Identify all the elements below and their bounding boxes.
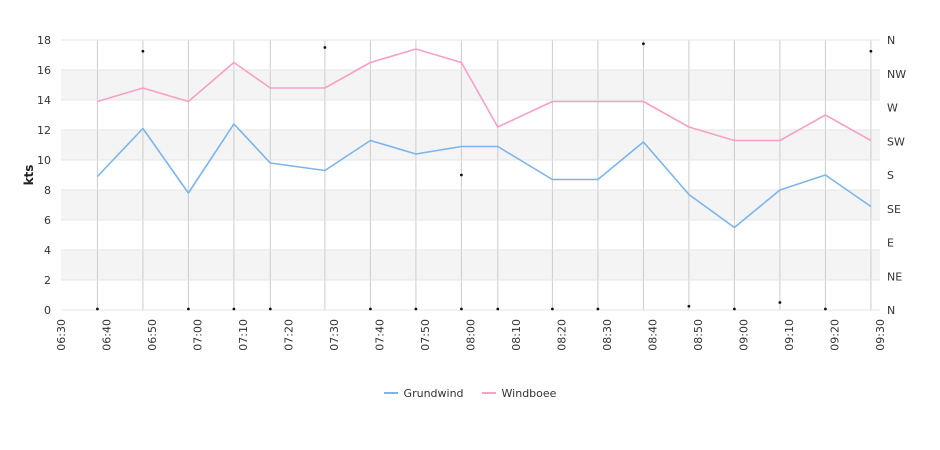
horizontal-gridlines <box>61 39 880 311</box>
series-lines <box>96 48 872 229</box>
legend-label: Windboee <box>501 386 557 400</box>
x-tick-label: 09:30 <box>874 319 887 351</box>
direction-point <box>496 307 500 311</box>
x-tick-label: 06:30 <box>55 319 68 351</box>
y-tick-label: 16 <box>37 64 51 77</box>
legend-swatch <box>481 392 496 394</box>
x-tick-label: 07:00 <box>192 319 205 351</box>
direction-point <box>460 307 463 311</box>
direction-point <box>642 42 645 46</box>
x-tick-label: 09:20 <box>829 319 842 351</box>
direction-point <box>596 307 600 311</box>
direction-point <box>414 307 418 311</box>
direction-tick-label: SW <box>887 135 905 148</box>
legend: Grundwind Windboee <box>0 383 940 403</box>
legend-swatch <box>383 392 398 394</box>
direction-point <box>187 307 190 311</box>
plot-band <box>61 190 880 220</box>
x-tick-label: 07:10 <box>237 319 250 351</box>
x-tick-label: 07:50 <box>419 319 432 351</box>
y-tick-label: 0 <box>44 304 51 317</box>
x-tick-label: 08:20 <box>556 319 569 351</box>
direction-point <box>268 307 272 311</box>
direction-markers <box>96 42 873 311</box>
x-tick-label: 09:10 <box>783 319 796 351</box>
x-tick-label: 09:00 <box>738 319 751 351</box>
direction-tick-label: SE <box>887 203 901 216</box>
x-tick-label: 06:40 <box>101 319 114 351</box>
direction-point <box>687 304 691 308</box>
x-tick-label: 08:10 <box>510 319 523 351</box>
plot-band <box>61 250 880 280</box>
y-axis-title: kts <box>22 165 36 186</box>
x-tick-label: 08:40 <box>647 319 660 351</box>
legend-item-grundwind[interactable]: Grundwind <box>383 386 464 400</box>
direction-point <box>869 49 873 53</box>
x-tick-label: 08:50 <box>692 319 705 351</box>
direction-tick-label: NE <box>887 270 902 283</box>
y-axis-tick-labels: 0 2 4 6 8 10 12 14 16 18 <box>37 34 51 317</box>
direction-point <box>369 307 372 311</box>
x-tick-label: 06:50 <box>146 319 159 351</box>
direction-point <box>96 307 99 311</box>
x-tick-label: 07:40 <box>374 319 387 351</box>
y-tick-label: 4 <box>44 244 51 257</box>
direction-point <box>232 307 236 311</box>
y-tick-label: 10 <box>37 154 51 167</box>
vertical-gridlines <box>96 40 872 310</box>
y-tick-label: 2 <box>44 274 51 287</box>
direction-point <box>460 173 463 177</box>
series-line-windboee <box>97 48 872 142</box>
x-tick-label: 07:20 <box>283 319 296 351</box>
direction-point <box>733 307 736 311</box>
y-tick-label: 8 <box>44 184 51 197</box>
direction-tick-label: W <box>887 102 898 115</box>
direction-tick-label: S <box>887 169 894 182</box>
y-tick-label: 14 <box>37 94 51 107</box>
plot-band <box>61 130 880 160</box>
plot-bands <box>61 70 880 280</box>
direction-tick-label: NW <box>887 68 906 81</box>
direction-point <box>778 301 782 304</box>
series-line-grundwind <box>96 123 872 229</box>
direction-tick-label: N <box>887 34 895 47</box>
direction-point <box>551 307 554 311</box>
x-axis-tick-labels: 06:30 06:40 06:50 07:00 07:10 07:20 07:30 07:40… <box>55 319 887 351</box>
x-tick-label: 08:00 <box>465 319 478 351</box>
y-tick-label: 18 <box>37 34 51 47</box>
legend-label: Grundwind <box>403 386 464 400</box>
x-tick-label: 07:30 <box>328 319 341 351</box>
legend-item-windboee[interactable]: Windboee <box>481 386 557 400</box>
direction-axis-tick-labels: N NE E SE S SW W NW N <box>887 34 906 317</box>
direction-point <box>141 49 145 53</box>
y-tick-label: 12 <box>37 124 51 137</box>
direction-point <box>824 307 827 311</box>
y-tick-label: 6 <box>44 214 51 227</box>
direction-tick-label: E <box>887 237 894 250</box>
x-tick-label: 08:30 <box>601 319 614 351</box>
direction-tick-label: N <box>887 304 895 317</box>
direction-point <box>323 46 327 49</box>
plot-band <box>61 70 880 100</box>
